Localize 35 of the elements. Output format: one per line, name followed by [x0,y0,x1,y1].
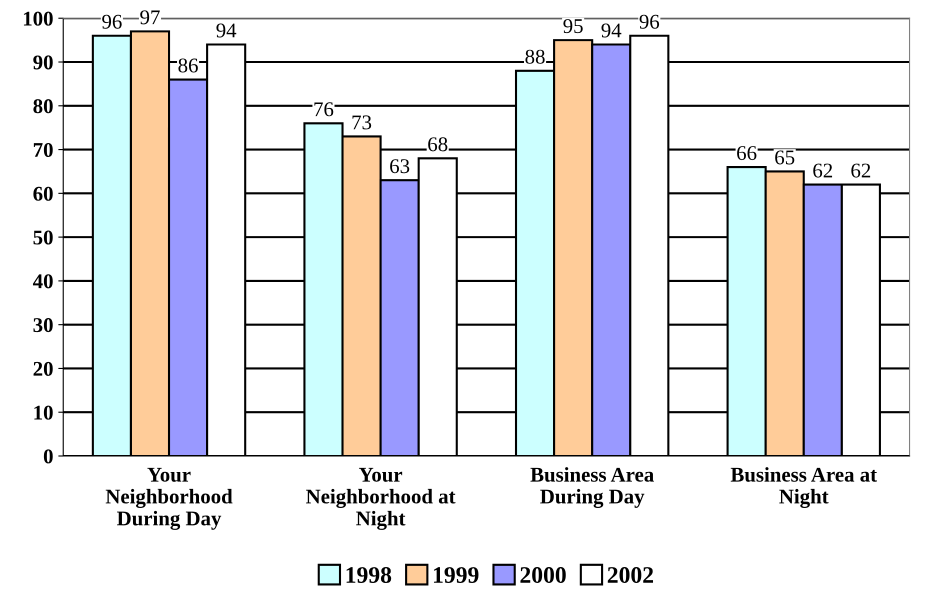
y-tick-label: 40 [32,274,53,288]
data-label: 97 [140,10,160,24]
data-label: 96 [640,14,660,29]
data-label: 73 [352,115,372,130]
legend-label: 1998 [346,567,392,583]
y-tick-label: 20 [34,362,53,376]
data-label: 76 [314,102,334,116]
data-label: 62 [851,164,870,178]
data-label: 65 [775,150,794,164]
data-label: 94 [216,23,236,38]
y-tick-label: 100 [24,12,53,26]
x-tick-label: Your Neighborhood at Night [306,468,456,530]
data-label: 66 [737,146,756,160]
y-tick-label: 30 [33,318,53,332]
y-tick-label: 60 [33,186,53,201]
y-tick-label: 90 [33,55,53,70]
data-label: 86 [178,58,198,73]
y-tick-label: 50 [34,230,53,245]
data-label: 62 [813,164,832,178]
y-tick-label: 80 [33,99,53,114]
legend-label: 2002 [608,567,654,583]
x-tick-label: Business Area at Night [730,467,877,508]
x-tick-label: Business Area During Day [530,467,654,508]
legend-label: 1999 [434,567,478,583]
data-label: 94 [601,23,622,38]
y-tick-label: 0 [44,449,53,464]
data-label: 95 [563,19,583,34]
data-label: 63 [390,159,410,174]
y-tick-label: 70 [34,142,53,157]
data-label: 88 [525,50,545,64]
x-tick-label: Your Neighborhood During Day [106,468,232,530]
y-tick-label: 10 [34,406,53,420]
data-label: 96 [102,14,122,29]
legend-label: 2000 [520,567,566,583]
data-label: 68 [428,137,448,152]
